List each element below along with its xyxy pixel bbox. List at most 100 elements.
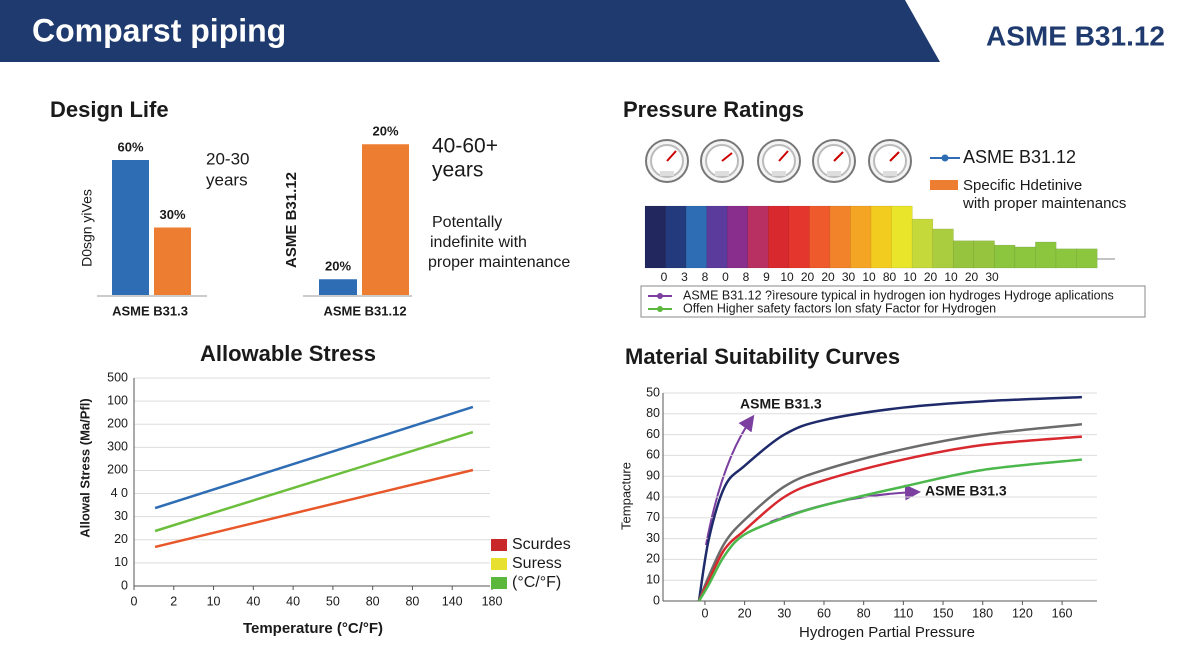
x-tick-label: 20 [924,270,938,284]
strip-bar [685,205,708,269]
strip-bar [768,205,790,269]
y-tick-label: 60 [646,448,660,462]
y-tick-label: 4 0 [111,486,128,500]
x-tick-label: 180 [972,606,993,620]
x-tick-label: 140 [442,594,463,608]
series-line [697,435,1083,602]
y-tick-label: 30 [646,531,660,545]
y-tick-label: 0 [121,578,128,592]
legend-swatch [491,539,507,551]
y-tick-label: 10 [114,555,128,569]
strip-bar [829,205,852,269]
legend-swatch [491,558,507,570]
x-tick-label: 180 [482,594,503,608]
y-tick-label: 50 [646,385,660,399]
y-tick-label: 0 [653,593,660,607]
legend-swatch [930,180,958,190]
notes-box [640,285,1146,318]
y-tick-label: 30 [114,509,128,523]
strip-bar [932,228,954,269]
y-tick-label: 200 [107,417,128,431]
y-tick-label: 60 [646,427,660,441]
x-tick-label: 10 [780,270,794,284]
category-label: ASME B31.3 [112,303,188,318]
bar-label: 20% [372,124,398,139]
strip-bar [788,205,810,269]
strip-bar [952,240,975,269]
y-tick-label: 10 [646,572,660,586]
x-tick-label: 0 [722,270,729,284]
bar [154,227,191,295]
strip-bar [850,205,872,269]
strip-bar [1055,248,1078,269]
gauge [700,139,744,183]
bar-label: 60% [117,139,143,154]
x-tick-label: 0 [131,594,138,608]
y-tick-label: 300 [107,440,128,454]
y-tick-label: 70 [646,510,660,524]
y-tick-label: 200 [107,463,128,477]
category-label: ASME B31.12 [323,303,406,318]
x-tick-label: 9 [763,270,770,284]
legend-label: Specific Hdetinive [963,177,1082,194]
x-axis-label: Temperature (°C/°F) [243,620,383,637]
y-axis-label: Tempacture [618,462,633,530]
series-line [697,458,1083,602]
legend-swatch [491,577,507,589]
series-line [154,430,474,533]
x-tick-label: 40 [286,594,300,608]
note: years [432,159,483,182]
x-tick-label: 20 [965,270,979,284]
legend-label: Scurdes [512,536,571,553]
bar [362,144,409,295]
y-tick-label: 40 [646,489,660,503]
bar [319,279,357,295]
y-axis-label: ASME B31.12 [283,172,300,268]
annotation-arrow [705,414,755,546]
header-band [0,0,940,62]
x-tick-label: 110 [893,606,913,620]
series-line [697,395,1082,602]
note: years [206,170,248,189]
y-tick-label: 20 [646,552,660,566]
strip-bar [726,205,749,269]
y-tick-label: 90 [646,468,660,482]
header-badge: ASME B31.12 [986,20,1165,51]
panel-title: Pressure Ratings [623,97,804,122]
x-axis-label: Hydrogen Partial Pressure [799,624,975,641]
note: Potentally [432,214,502,231]
x-tick-label: 10 [944,270,958,284]
strip-bar [891,205,913,269]
x-tick-label: 80 [366,594,380,608]
panel-title: Material Suitability Curves [625,344,900,369]
strip-bar [1014,246,1036,269]
x-tick-label: 10 [862,270,876,284]
gauges [645,139,912,183]
strip-bar [994,244,1016,269]
x-tick-label: 120 [1012,606,1033,620]
x-tick-label: 150 [933,606,954,620]
panel-title: Design Life [50,97,169,122]
x-tick-label: 20 [801,270,815,284]
strip-bar [1035,241,1057,269]
header-title: Comparst piping [32,12,286,48]
strip-bar [973,240,995,269]
note-text: Offen Higher safety factors lon sfaty Fa… [683,301,996,315]
note-dot [657,293,663,299]
x-tick-label: 2 [170,594,177,608]
x-tick-label: 30 [842,270,856,284]
x-tick-label: 3 [681,270,688,284]
y-tick-label: 20 [114,532,128,546]
strip-bar [809,205,831,269]
note: proper maintenance [428,254,570,271]
annotation: ASME B31.3 [740,396,822,412]
series-line [697,422,1083,602]
strip-bar [665,205,687,269]
x-tick-label: 30 [985,270,999,284]
series-line [154,405,474,510]
x-tick-label: 8 [743,270,750,284]
legend-dot [941,154,949,162]
strip-bar [1076,248,1098,269]
